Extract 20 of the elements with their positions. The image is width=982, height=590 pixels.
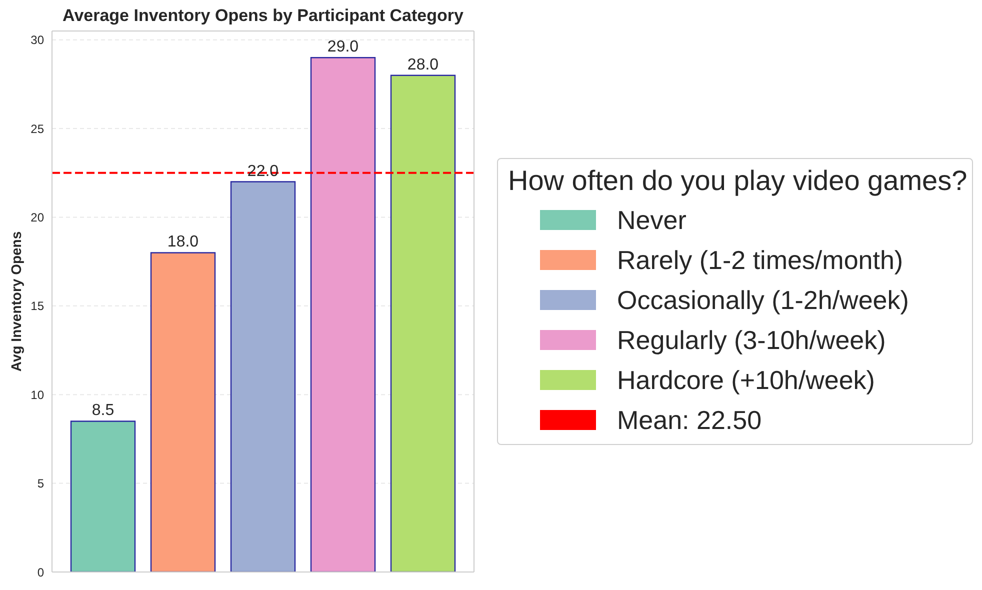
y-tick-label: 30 <box>30 33 44 48</box>
legend-title: How often do you play video games? <box>508 164 968 198</box>
legend-label: Rarely (1-2 times/month) <box>617 244 904 277</box>
data-label: 29.0 <box>327 38 359 56</box>
y-tick-label: 10 <box>30 388 44 402</box>
data-label: 28.0 <box>407 56 439 74</box>
data-label: 18.0 <box>167 234 199 251</box>
data-label: 8.5 <box>92 402 114 420</box>
y-axis-title: Avg Inventory Opens <box>8 231 24 372</box>
legend-label: Mean: 22.50 <box>617 404 762 437</box>
y-tick-label: 20 <box>30 210 44 225</box>
legend-label: Never <box>617 204 686 237</box>
legend-label: Hardcore (+10h/week) <box>617 364 875 397</box>
legend-label: Regularly (3-10h/week) <box>617 324 886 357</box>
legend-label: Occasionally (1-2h/week) <box>617 284 909 317</box>
chart-title: Average Inventory Opens by Participant Category <box>62 5 464 27</box>
y-tick-label: 5 <box>37 476 44 491</box>
y-tick-label: 15 <box>30 299 44 314</box>
y-tick-label: 25 <box>30 122 44 136</box>
y-tick-label: 0 <box>37 565 44 580</box>
